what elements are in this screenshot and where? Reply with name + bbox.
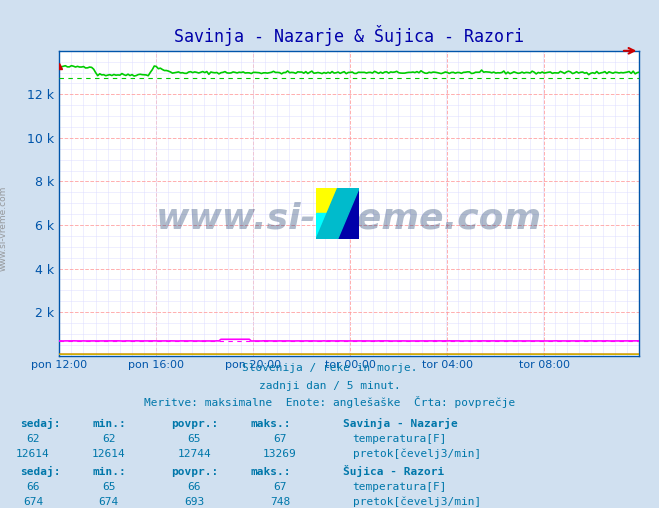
- Polygon shape: [337, 188, 359, 239]
- Text: 65: 65: [188, 434, 201, 444]
- Text: 62: 62: [102, 434, 115, 444]
- Text: 674: 674: [23, 497, 43, 507]
- Text: 62: 62: [26, 434, 40, 444]
- Text: 67: 67: [273, 434, 287, 444]
- Text: 65: 65: [102, 482, 115, 492]
- Text: min.:: min.:: [92, 467, 126, 477]
- Text: maks.:: maks.:: [250, 467, 291, 477]
- Text: 66: 66: [26, 482, 40, 492]
- Text: min.:: min.:: [92, 419, 126, 429]
- Text: sedaj:: sedaj:: [20, 418, 60, 429]
- Text: povpr.:: povpr.:: [171, 467, 219, 477]
- Text: 12614: 12614: [92, 449, 126, 459]
- Text: sedaj:: sedaj:: [20, 466, 60, 477]
- Text: maks.:: maks.:: [250, 419, 291, 429]
- Text: www.si-vreme.com: www.si-vreme.com: [156, 202, 542, 235]
- Text: pretok[čevelj3/min]: pretok[čevelj3/min]: [353, 497, 481, 507]
- Text: 12614: 12614: [16, 449, 50, 459]
- Text: 748: 748: [270, 497, 290, 507]
- Text: 674: 674: [99, 497, 119, 507]
- Polygon shape: [316, 188, 359, 239]
- Bar: [316, 188, 337, 213]
- Text: 693: 693: [185, 497, 204, 507]
- Text: www.si-vreme.com: www.si-vreme.com: [0, 186, 8, 271]
- Text: 12744: 12744: [177, 449, 212, 459]
- Text: pretok[čevelj3/min]: pretok[čevelj3/min]: [353, 449, 481, 459]
- Text: Šujica - Razori: Šujica - Razori: [343, 465, 444, 477]
- Text: zadnji dan / 5 minut.: zadnji dan / 5 minut.: [258, 380, 401, 391]
- Text: Slovenija / reke in morje.: Slovenija / reke in morje.: [242, 363, 417, 373]
- Text: temperatura[F]: temperatura[F]: [353, 434, 447, 444]
- Bar: [316, 213, 337, 239]
- Text: 13269: 13269: [263, 449, 297, 459]
- Text: Meritve: maksimalne  Enote: anglešaške  Črta: povprečje: Meritve: maksimalne Enote: anglešaške Čr…: [144, 396, 515, 408]
- Text: 66: 66: [188, 482, 201, 492]
- Text: povpr.:: povpr.:: [171, 419, 219, 429]
- Text: 67: 67: [273, 482, 287, 492]
- Title: Savinja - Nazarje & Šujica - Razori: Savinja - Nazarje & Šujica - Razori: [174, 25, 525, 46]
- Text: temperatura[F]: temperatura[F]: [353, 482, 447, 492]
- Text: Savinja - Nazarje: Savinja - Nazarje: [343, 418, 457, 429]
